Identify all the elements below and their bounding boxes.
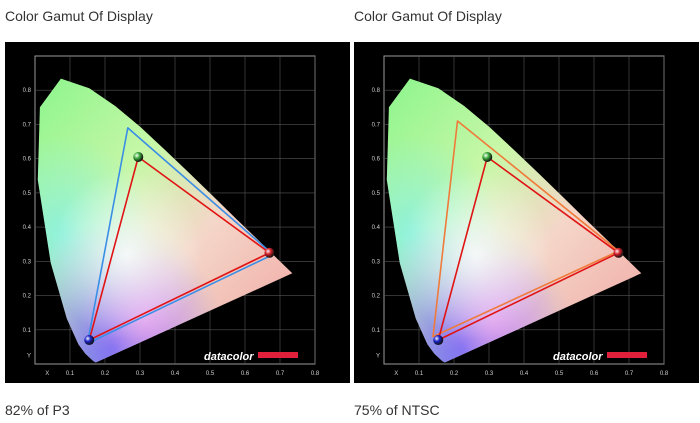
x-tick-label: 0.2 — [450, 371, 459, 377]
x-tick-label: 0.4 — [171, 371, 180, 377]
gamut-panel-ntsc: Color Gamut Of Display 0.1 0.2 0.3 0.4 0.5 0.… — [354, 0, 699, 423]
x-tick-label: 0.1 — [415, 371, 424, 377]
svg-text:datacolor: datacolor — [553, 351, 603, 363]
x-tick-label: 0.6 — [241, 371, 250, 377]
y-axis-label: Y — [27, 353, 31, 359]
chart-title: Color Gamut Of Display — [5, 8, 153, 24]
gamut-panel-p3: Color Gamut Of Display 0.1 0.2 0.3 0.4 0.5 0.… — [5, 0, 350, 423]
red-primary-marker — [264, 247, 275, 258]
datacolor-logo: datacolor — [204, 351, 298, 363]
measured-gamut-triangle — [437, 156, 620, 341]
blue-primary-marker — [84, 335, 95, 346]
y-tick-label: 0.8 — [372, 88, 381, 94]
x-tick-label: 0.3 — [136, 371, 145, 377]
green-primary-marker — [133, 151, 144, 162]
y-tick-label: 0.8 — [23, 88, 32, 94]
x-tick-label: 0.3 — [485, 371, 494, 377]
y-tick-label: 0.7 — [23, 122, 32, 128]
x-tick-label: 0.7 — [625, 371, 634, 377]
y-tick-label: 0.3 — [23, 259, 32, 265]
x-tick-label: 0.2 — [101, 371, 110, 377]
cie-horseshoe — [386, 78, 642, 363]
svg-text:datacolor: datacolor — [204, 351, 254, 363]
y-axis-label: Y — [376, 353, 380, 359]
datacolor-logo: datacolor — [553, 351, 647, 363]
y-tick-label: 0.6 — [372, 157, 381, 163]
y-tick-label: 0.3 — [372, 259, 381, 265]
x-tick-label: 0.8 — [311, 371, 320, 377]
reference-gamut-triangle — [432, 120, 620, 338]
measured-gamut-triangle — [88, 156, 271, 341]
x-tick-label: 0.5 — [555, 371, 564, 377]
gamut-svg: 0.1 0.2 0.3 0.4 0.5 0.6 0.7 0.8 0.1 0.2 0.3 0.4 0.5 0… — [372, 55, 669, 377]
x-tick-label: 0.1 — [66, 371, 75, 377]
gamut-chart: 0.1 0.2 0.3 0.4 0.5 0.6 0.7 0.8 0.1 0.2 0.3 0.4 0.5 0… — [354, 42, 699, 383]
y-tick-label: 0.1 — [23, 328, 32, 334]
y-tick-label: 0.7 — [372, 122, 381, 128]
x-tick-label: 0.4 — [520, 371, 529, 377]
y-tick-label: 0.6 — [23, 157, 32, 163]
gamut-caption: 75% of NTSC — [354, 402, 440, 418]
gamut-svg: 0.1 0.2 0.3 0.4 0.5 0.6 0.7 0.8 0.1 0.2 0.3 0.4 0.5 0… — [23, 55, 320, 377]
y-tick-label: 0.4 — [23, 225, 32, 231]
y-tick-label: 0.4 — [372, 225, 381, 231]
green-primary-marker — [482, 151, 493, 162]
y-tick-label: 0.5 — [23, 191, 32, 197]
blue-primary-marker — [433, 335, 444, 346]
reference-gamut-triangle — [86, 127, 274, 345]
red-primary-marker — [613, 247, 624, 258]
gamut-chart: 0.1 0.2 0.3 0.4 0.5 0.6 0.7 0.8 0.1 0.2 0.3 0.4 0.5 0… — [5, 42, 350, 383]
cie-horseshoe — [37, 78, 293, 363]
x-tick-label: 0.7 — [276, 371, 285, 377]
y-tick-label: 0.2 — [372, 294, 381, 300]
chart-title: Color Gamut Of Display — [354, 8, 502, 24]
x-axis-label: X — [45, 371, 49, 377]
gamut-caption: 82% of P3 — [5, 402, 70, 418]
x-tick-label: 0.6 — [590, 371, 599, 377]
x-tick-label: 0.8 — [660, 371, 669, 377]
y-tick-label: 0.2 — [23, 294, 32, 300]
x-axis-label: X — [394, 371, 398, 377]
y-tick-label: 0.5 — [372, 191, 381, 197]
x-tick-label: 0.5 — [206, 371, 215, 377]
y-tick-label: 0.1 — [372, 328, 381, 334]
